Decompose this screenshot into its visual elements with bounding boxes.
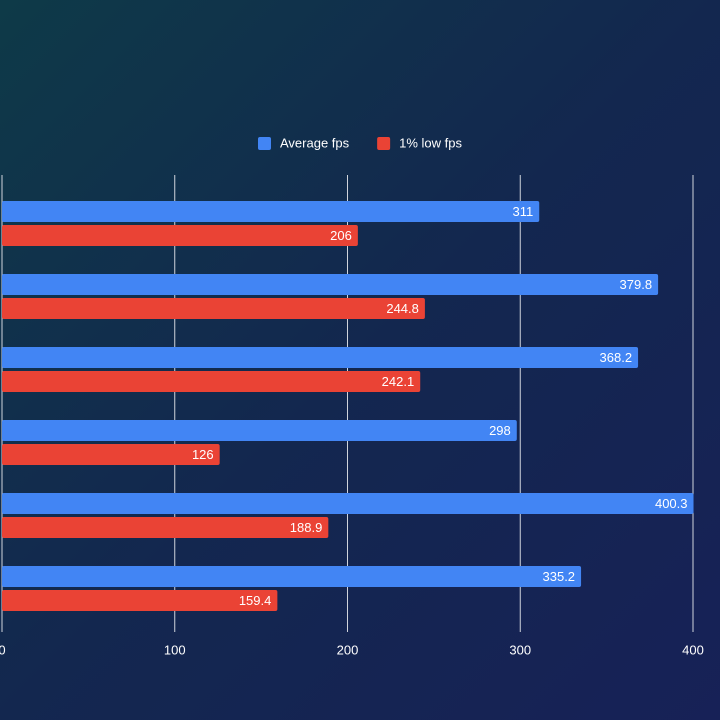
value-label: 400.3 [655, 496, 688, 511]
value-label: 244.8 [386, 301, 419, 316]
bar [2, 590, 278, 611]
bar [2, 225, 358, 246]
value-label: 242.1 [382, 374, 415, 389]
bar [2, 371, 421, 392]
bar [2, 444, 220, 465]
bar [2, 493, 694, 514]
legend-swatch [377, 137, 391, 150]
value-label: 298 [489, 423, 511, 438]
value-label: 126 [192, 447, 214, 462]
legend-label: Average fps [280, 135, 350, 150]
value-label: 368.2 [600, 350, 633, 365]
value-label: 206 [330, 228, 352, 243]
bar [2, 298, 425, 319]
x-tick-label: 300 [509, 642, 531, 657]
bar [2, 201, 540, 222]
bar [2, 420, 517, 441]
value-label: 379.8 [620, 277, 653, 292]
x-tick-label: 0 [0, 642, 6, 657]
value-label: 335.2 [543, 569, 576, 584]
bar [2, 274, 659, 295]
x-tick-label: 200 [337, 642, 359, 657]
legend-swatch [258, 137, 271, 150]
x-tick-label: 100 [164, 642, 186, 657]
bar [2, 347, 639, 368]
legend-label: 1% low fps [399, 135, 462, 150]
bar [2, 566, 582, 587]
value-label: 159.4 [239, 593, 272, 608]
bar [2, 517, 329, 538]
value-label: 188.9 [290, 520, 323, 535]
value-label: 311 [513, 204, 534, 219]
x-tick-label: 400 [682, 642, 704, 657]
